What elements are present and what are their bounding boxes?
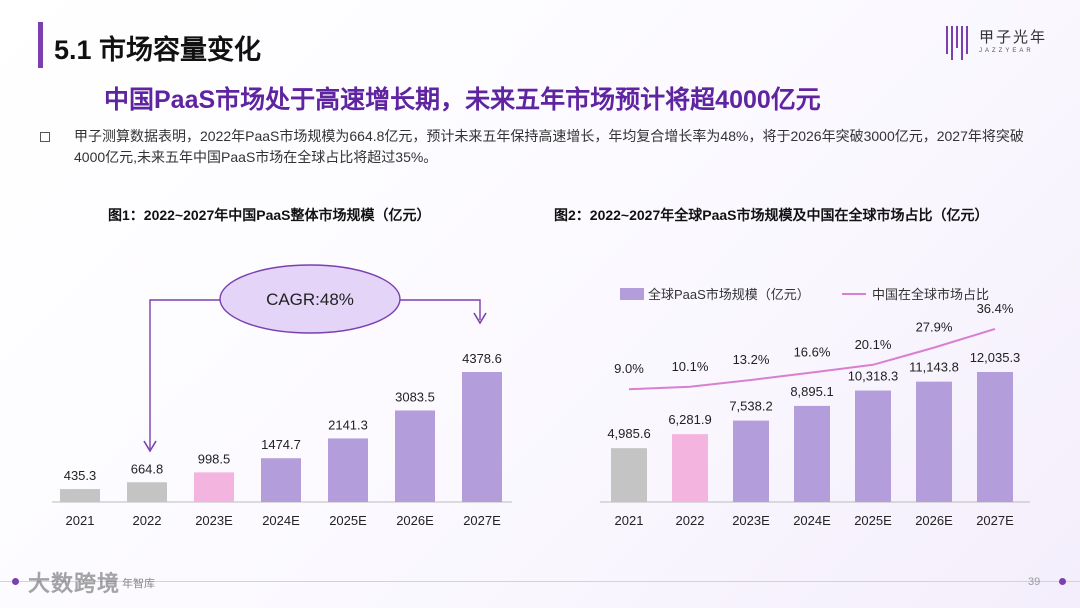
chart2-bar-value-label: 12,035.3	[970, 350, 1021, 365]
chart1-value-label: 3083.5	[395, 389, 435, 404]
chart1-x-tick-label: 2021	[66, 513, 95, 528]
chart2-bar-2023E	[733, 420, 769, 502]
chart1-bar-2022	[127, 482, 167, 502]
chart2-x-tick-label: 2021	[615, 513, 644, 528]
chart1-bar-2026E	[395, 410, 435, 502]
chart1-x-tick-label: 2026E	[396, 513, 434, 528]
chart2-share-label: 16.6%	[794, 344, 831, 359]
chart2-share-label: 36.4%	[977, 301, 1014, 316]
cagr-arrow-right-line	[398, 299, 481, 320]
chart1-x-tick-label: 2027E	[463, 513, 501, 528]
headline: 中国PaaS市场处于高速增长期，未来五年市场预计将超4000亿元	[104, 86, 821, 114]
chart2-bar-2026E	[916, 381, 952, 502]
chart1-x-tick-label: 2023E	[195, 513, 233, 528]
footer-dot-right	[1059, 578, 1066, 585]
cagr-label: CAGR:48%	[266, 290, 354, 309]
chart1-x-tick-label: 2025E	[329, 513, 367, 528]
chart2-bar-value-label: 8,895.1	[790, 384, 833, 399]
chart2-x-tick-label: 2027E	[976, 513, 1014, 528]
chart1-bar-2024E	[261, 458, 301, 502]
chart2-title: 图2：2022~2027年全球PaaS市场规模及中国在全球市场占比（亿元）	[554, 207, 989, 223]
logo-mark-icon	[946, 26, 968, 60]
chart2-share-label: 9.0%	[614, 361, 644, 376]
summary-text: 甲子测算数据表明，2022年PaaS市场规模为664.8亿元，预计未来五年保持高…	[74, 128, 1024, 165]
watermark: 大数跨境	[28, 571, 121, 596]
footer-source: 年智库	[122, 578, 155, 590]
chart1-x-tick-label: 2022	[133, 513, 162, 528]
chart2-share-label: 27.9%	[916, 320, 953, 335]
company-logo: 甲子光年 JAZZYEAR	[945, 20, 1055, 66]
cagr-arrow-left-line	[149, 299, 222, 449]
chart2-bar-value-label: 10,318.3	[848, 369, 899, 384]
legend-bar-label: 全球PaaS市场规模（亿元）	[648, 287, 810, 302]
chart2-bar-value-label: 7,538.2	[729, 399, 772, 414]
chart2-x-tick-label: 2026E	[915, 513, 953, 528]
chart1-bar-2023E	[194, 472, 234, 502]
chart2-share-line	[628, 327, 996, 391]
chart2-share-label: 20.1%	[855, 337, 892, 352]
chart2-share-label: 10.1%	[672, 359, 709, 374]
cagr-arrow-right-head	[473, 312, 487, 325]
chart1-value-label: 4378.6	[462, 351, 502, 366]
chart2-bar-value-label: 11,143.8	[909, 360, 959, 375]
chart2-bar-value-label: 4,985.6	[607, 426, 650, 441]
chart2-bar-2022	[672, 434, 708, 502]
page-number: 39	[1028, 576, 1041, 588]
chart1-value-label: 2141.3	[328, 417, 368, 432]
chart2-bar-2021	[611, 448, 647, 502]
chart2-x-tick-label: 2025E	[854, 513, 892, 528]
chart2-bar-value-label: 6,281.9	[668, 412, 711, 427]
chart2-bar-2025E	[855, 390, 891, 502]
chart2-x-tick-label: 2023E	[732, 513, 770, 528]
footer-divider	[0, 581, 1080, 582]
chart1-x-tick-label: 2024E	[262, 513, 300, 528]
section-title: 5.1 市场容量变化	[54, 35, 262, 65]
chart2-x-tick-label: 2024E	[793, 513, 831, 528]
bullet-square-icon	[40, 132, 50, 142]
legend-bar-swatch	[620, 288, 644, 300]
footer-dot-left	[12, 578, 19, 585]
cagr-ellipse	[219, 264, 401, 334]
chart1-value-label: 664.8	[131, 461, 164, 476]
chart1-bar-2021	[60, 489, 100, 502]
logo-text-en: JAZZYEAR	[979, 48, 1034, 54]
chart2-bar-2027E	[977, 372, 1013, 502]
logo-text-cn: 甲子光年	[979, 29, 1048, 46]
cagr-arrow-left-head	[143, 440, 157, 453]
chart2-share-label: 13.2%	[733, 352, 770, 367]
chart1-value-label: 998.5	[198, 451, 231, 466]
chart1-title: 图1：2022~2027年中国PaaS整体市场规模（亿元）	[108, 207, 431, 223]
chart1-bar-2025E	[328, 438, 368, 502]
chart2-bar-2024E	[794, 405, 830, 502]
chart1-value-label: 435.3	[64, 468, 97, 483]
legend-line-label: 中国在全球市场占比	[872, 287, 989, 302]
section-accent-bar	[38, 22, 43, 68]
chart1-value-label: 1474.7	[261, 437, 301, 452]
chart2-x-tick-label: 2022	[676, 513, 705, 528]
chart1-bar-2027E	[462, 372, 502, 502]
